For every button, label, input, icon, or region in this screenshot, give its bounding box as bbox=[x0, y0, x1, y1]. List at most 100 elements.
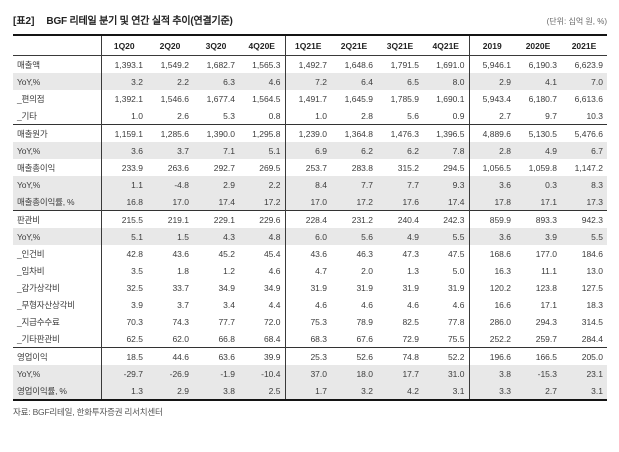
row-label: 매출총이익 bbox=[17, 162, 56, 173]
value-cell: 233.9 bbox=[100, 159, 147, 176]
value-cell: 315.2 bbox=[397, 162, 419, 173]
value-cell: 1,147.2 bbox=[574, 162, 603, 173]
unit-note: (단위: 십억 원, %) bbox=[546, 17, 607, 26]
value-cell: 1,476.3 bbox=[377, 124, 423, 142]
value-cell: 2.8 bbox=[361, 110, 373, 121]
value-cell: 228.4 bbox=[284, 210, 331, 228]
value-cell: 5.0 bbox=[452, 265, 465, 276]
header-cell: 3Q20 bbox=[193, 35, 239, 56]
table-row: _감가상각비 32.5 33.7 34.9 34.9 31.9 31.9 31.9 31.9 12… bbox=[13, 279, 607, 296]
value-cell: 1,285.6 bbox=[147, 124, 193, 142]
value-cell: 123.8 bbox=[535, 282, 557, 293]
value-cell: 6.2 bbox=[377, 142, 423, 159]
value-cell: 1,390.0 bbox=[193, 124, 239, 142]
value-cell: 39.9 bbox=[239, 347, 285, 365]
table-row: YoY,% 5.1 1.5 4.3 4.8 6.0 5.6 4.9 5.5 3.6 3.9 5.5 bbox=[13, 228, 607, 245]
value-cell: 9.7 bbox=[545, 110, 557, 121]
value-cell: 32.5 bbox=[100, 279, 147, 296]
value-cell: 46.3 bbox=[356, 248, 373, 259]
value-cell: 8.3 bbox=[561, 176, 607, 193]
header-row: 1Q20 2Q20 3Q20 4Q20E 1Q21E 2Q21E 3Q21E 4Q21E 201… bbox=[13, 35, 607, 56]
value-cell: 31.9 bbox=[356, 282, 373, 293]
value-cell: 13.0 bbox=[586, 265, 603, 276]
value-cell: 72.0 bbox=[263, 316, 281, 327]
value-cell: 166.5 bbox=[515, 347, 561, 365]
value-cell: 269.5 bbox=[259, 162, 281, 173]
value-cell: 63.6 bbox=[193, 347, 239, 365]
value-cell: 1,645.9 bbox=[344, 93, 373, 104]
value-cell: 240.4 bbox=[377, 210, 423, 228]
value-cell: 16.8 bbox=[100, 193, 147, 211]
row-label: _감가상각비 bbox=[17, 282, 60, 293]
value-cell: 893.3 bbox=[515, 210, 561, 228]
value-cell: 2.9 bbox=[193, 176, 239, 193]
value-cell: 2.2 bbox=[239, 176, 285, 193]
value-cell: 3.3 bbox=[468, 382, 515, 400]
table-title: BGF 리테일 분기 및 연간 실적 추이(연결기준) bbox=[46, 16, 233, 27]
value-cell: 75.5 bbox=[447, 333, 465, 344]
value-cell: -26.9 bbox=[147, 365, 193, 382]
value-cell: 4.6 bbox=[268, 265, 281, 276]
value-cell: 252.2 bbox=[468, 330, 515, 348]
table-row: _기타 1.0 2.6 5.3 0.8 1.0 2.8 5.6 0.9 2.7 9.7 10.3 bbox=[13, 107, 607, 125]
value-cell: 1,056.5 bbox=[468, 159, 515, 176]
value-cell: 77.7 bbox=[218, 316, 235, 327]
value-cell: 1,492.7 bbox=[284, 55, 331, 73]
value-cell: 31.0 bbox=[423, 365, 469, 382]
value-cell: 283.8 bbox=[351, 162, 373, 173]
value-cell: 5.6 bbox=[331, 228, 377, 245]
value-cell: 1,690.1 bbox=[436, 93, 465, 104]
row-label: _기타 bbox=[17, 110, 37, 121]
value-cell: 3.4 bbox=[223, 299, 235, 310]
value-cell: 7.8 bbox=[423, 142, 469, 159]
value-cell: 78.9 bbox=[356, 316, 373, 327]
table-row: _지급수수료 70.3 74.3 77.7 72.0 75.3 78.9 82.5 77.8 28… bbox=[13, 313, 607, 330]
value-cell: 263.6 bbox=[167, 162, 189, 173]
header-cell: 1Q20 bbox=[100, 35, 147, 56]
value-cell: 8.0 bbox=[423, 73, 469, 90]
value-cell: 43.6 bbox=[172, 248, 189, 259]
value-cell: 259.7 bbox=[535, 333, 557, 344]
table-row: 매출액 1,393.1 1,549.2 1,682.7 1,565.3 1,492.7 1,… bbox=[13, 55, 607, 73]
value-cell: 1,546.6 bbox=[160, 93, 189, 104]
value-cell: 6.7 bbox=[561, 142, 607, 159]
value-cell: 294.5 bbox=[443, 162, 465, 173]
value-cell: 4.9 bbox=[515, 142, 561, 159]
value-cell: 42.8 bbox=[100, 245, 147, 262]
value-cell: 7.2 bbox=[284, 73, 331, 90]
value-cell: 37.0 bbox=[284, 365, 331, 382]
value-cell: 1.5 bbox=[147, 228, 193, 245]
value-cell: 8.4 bbox=[284, 176, 331, 193]
value-cell: 1,364.8 bbox=[331, 124, 377, 142]
row-label: YoY,% bbox=[13, 73, 101, 90]
value-cell: 47.3 bbox=[402, 248, 419, 259]
value-cell: 5.5 bbox=[561, 228, 607, 245]
value-cell: 4.1 bbox=[515, 73, 561, 90]
table-row: _임차비 3.5 1.8 1.2 4.6 4.7 2.0 1.3 5.0 16.3 11.1 13.0 bbox=[13, 262, 607, 279]
value-cell: 10.3 bbox=[586, 110, 603, 121]
value-cell: 3.9 bbox=[515, 228, 561, 245]
value-cell: 17.2 bbox=[239, 193, 285, 211]
value-cell: 1,791.5 bbox=[390, 59, 419, 70]
value-cell: 67.6 bbox=[356, 333, 373, 344]
value-cell: 6.3 bbox=[193, 73, 239, 90]
row-label: 매출액 bbox=[17, 59, 40, 70]
value-cell: 1,239.0 bbox=[284, 124, 331, 142]
value-cell: 1.3 bbox=[100, 382, 147, 400]
value-cell: 229.1 bbox=[193, 210, 239, 228]
row-label: _임차비 bbox=[17, 265, 45, 276]
value-cell: 77.8 bbox=[447, 316, 465, 327]
value-cell: 17.1 bbox=[540, 299, 557, 310]
value-cell: 942.3 bbox=[561, 210, 607, 228]
value-cell: 17.0 bbox=[147, 193, 193, 211]
value-cell: 859.9 bbox=[468, 210, 515, 228]
value-cell: 75.3 bbox=[284, 313, 331, 330]
header-cell: 1Q21E bbox=[284, 35, 331, 56]
value-cell: 1,392.1 bbox=[100, 90, 147, 107]
value-cell: 17.1 bbox=[515, 193, 561, 211]
table-row: YoY,% 3.6 3.7 7.1 5.1 6.9 6.2 6.2 7.8 2.8 4.9 6.7 bbox=[13, 142, 607, 159]
value-cell: 1.7 bbox=[284, 382, 331, 400]
value-cell: 34.9 bbox=[263, 282, 281, 293]
table-header: 1Q20 2Q20 3Q20 4Q20E 1Q21E 2Q21E 3Q21E 4Q21E 201… bbox=[13, 35, 607, 56]
header-cell: 2Q20 bbox=[147, 35, 193, 56]
